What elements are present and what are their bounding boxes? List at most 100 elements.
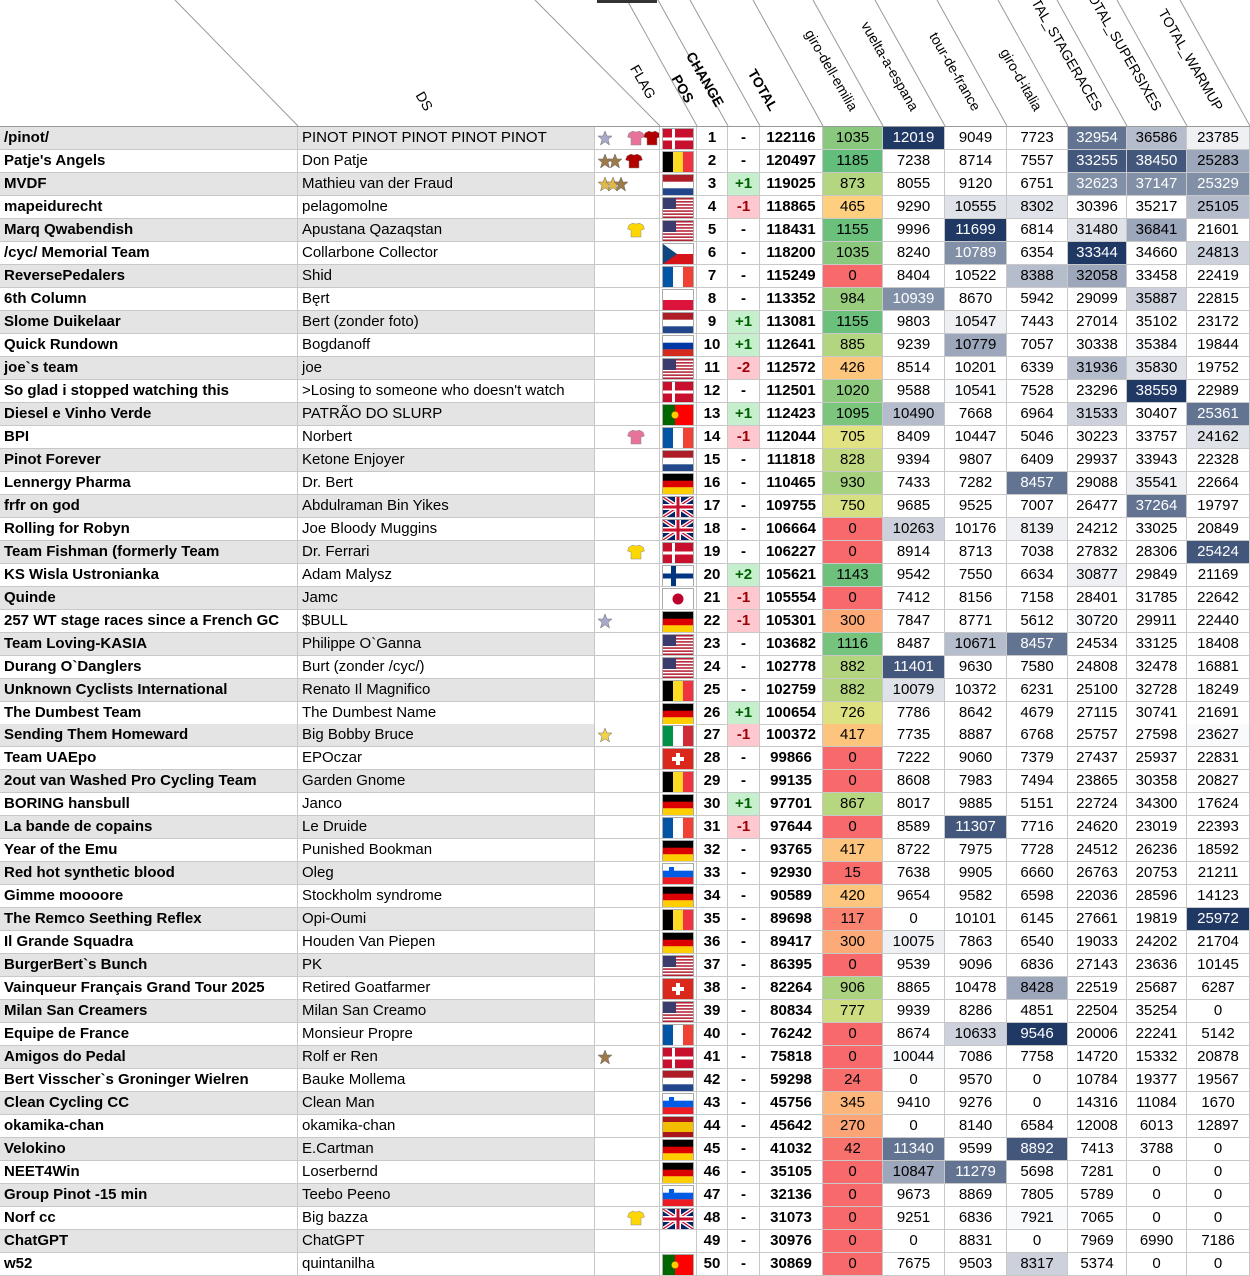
score: 9060: [945, 747, 1007, 771]
flag-icon: [662, 1185, 694, 1207]
total: 110465: [760, 471, 823, 495]
flag-icon: [662, 1070, 694, 1092]
score: 33025: [1127, 517, 1187, 541]
icons: [595, 1115, 660, 1139]
icons: [595, 1253, 660, 1276]
score: 10145: [1187, 954, 1250, 978]
flag: [660, 931, 697, 955]
team-name: 2out van Washed Pro Cycling Team: [0, 770, 298, 794]
change: -: [728, 1000, 760, 1024]
score: 7494: [1007, 770, 1068, 794]
flag: [660, 310, 697, 334]
ds-name: pelagomolne: [298, 195, 595, 219]
change: -: [728, 1161, 760, 1185]
position: 42: [697, 1069, 728, 1093]
score: 30407: [1127, 402, 1187, 426]
score: 27014: [1068, 310, 1127, 334]
team-name: Rolling for Robyn: [0, 517, 298, 541]
score: 25329: [1187, 172, 1250, 196]
score: 25937: [1127, 747, 1187, 771]
score: 22504: [1068, 1000, 1127, 1024]
flag-icon: [662, 449, 694, 471]
score: 37264: [1127, 494, 1187, 518]
team-name: KS Wisla Ustronianka: [0, 563, 298, 587]
position: 14: [697, 425, 728, 449]
change: -: [728, 1115, 760, 1139]
score: 11279: [945, 1161, 1007, 1185]
change: +1: [728, 701, 760, 725]
score: 6964: [1007, 402, 1068, 426]
total: 113081: [760, 310, 823, 334]
change: -: [728, 379, 760, 403]
score: 27437: [1068, 747, 1127, 771]
icons: [595, 448, 660, 472]
team-name: NEET4Win: [0, 1161, 298, 1185]
score: 19797: [1187, 494, 1250, 518]
position: 16: [697, 471, 728, 495]
team-name: Milan San Creamers: [0, 1000, 298, 1024]
change: -: [728, 149, 760, 173]
team-name: Durang O`Danglers: [0, 655, 298, 679]
score: 22989: [1187, 379, 1250, 403]
score: 23636: [1127, 954, 1187, 978]
total: 112641: [760, 333, 823, 357]
flag: [660, 379, 697, 403]
total: 115249: [760, 264, 823, 288]
score: 6836: [945, 1207, 1007, 1231]
score: 0: [1187, 1138, 1250, 1162]
score: 0: [1007, 1069, 1068, 1093]
score: 25361: [1187, 402, 1250, 426]
position: 8: [697, 287, 728, 311]
icons: [595, 402, 660, 426]
score: 7805: [1007, 1184, 1068, 1208]
score: 7716: [1007, 816, 1068, 840]
team-name: Marq Qwabendish: [0, 218, 298, 242]
score: 9290: [883, 195, 945, 219]
icons: [595, 770, 660, 794]
ds-name: Collarbone Collector: [298, 241, 595, 265]
ds-name: Loserbernd: [298, 1161, 595, 1185]
score: 30396: [1068, 195, 1127, 219]
header-divider: [812, 0, 884, 127]
change: -: [728, 471, 760, 495]
ds-name: Dr. Ferrari: [298, 540, 595, 564]
score: 0: [1187, 1000, 1250, 1024]
flag: [660, 1046, 697, 1070]
score: 29849: [1127, 563, 1187, 587]
badge-icon: [625, 153, 643, 172]
score: 37147: [1127, 172, 1187, 196]
icons: [595, 264, 660, 288]
flag: [660, 1092, 697, 1116]
change: -: [728, 287, 760, 311]
score: 5612: [1007, 609, 1068, 633]
ds-name: Don Patje: [298, 149, 595, 173]
score: 21211: [1187, 862, 1250, 886]
badge-icon: [597, 1049, 613, 1068]
score: 20753: [1127, 862, 1187, 886]
icons: [595, 586, 660, 610]
score: 32623: [1068, 172, 1127, 196]
team-name: Sending Them Homeward: [0, 724, 298, 748]
score: 4851: [1007, 1000, 1068, 1024]
icons: [595, 793, 660, 817]
ds-name: $BULL: [298, 609, 595, 633]
position: 45: [697, 1138, 728, 1162]
icons: [595, 494, 660, 518]
score: 8388: [1007, 264, 1068, 288]
score: 882: [823, 655, 883, 679]
score: 18408: [1187, 632, 1250, 656]
score: 10847: [883, 1161, 945, 1185]
flag-icon: [662, 633, 694, 655]
score: 8017: [883, 793, 945, 817]
score: 29937: [1068, 448, 1127, 472]
score: 9503: [945, 1253, 1007, 1276]
score: 23627: [1187, 724, 1250, 748]
score: 28596: [1127, 885, 1187, 909]
score: 10633: [945, 1023, 1007, 1047]
score: 6814: [1007, 218, 1068, 242]
score: 32728: [1127, 678, 1187, 702]
score: 8670: [945, 287, 1007, 311]
icons: [595, 977, 660, 1001]
ds-name: Oleg: [298, 862, 595, 886]
score: 42: [823, 1138, 883, 1162]
